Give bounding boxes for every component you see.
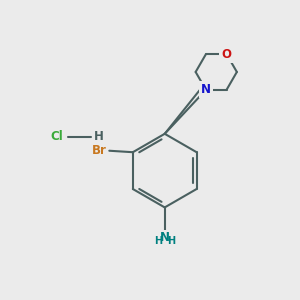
Text: H: H [154, 236, 162, 246]
Text: N: N [201, 83, 211, 96]
Text: Br: Br [92, 144, 106, 157]
Text: O: O [222, 48, 232, 61]
Text: H: H [167, 236, 175, 246]
Text: H: H [94, 130, 104, 143]
Text: N: N [160, 231, 170, 244]
Text: Cl: Cl [50, 130, 63, 143]
